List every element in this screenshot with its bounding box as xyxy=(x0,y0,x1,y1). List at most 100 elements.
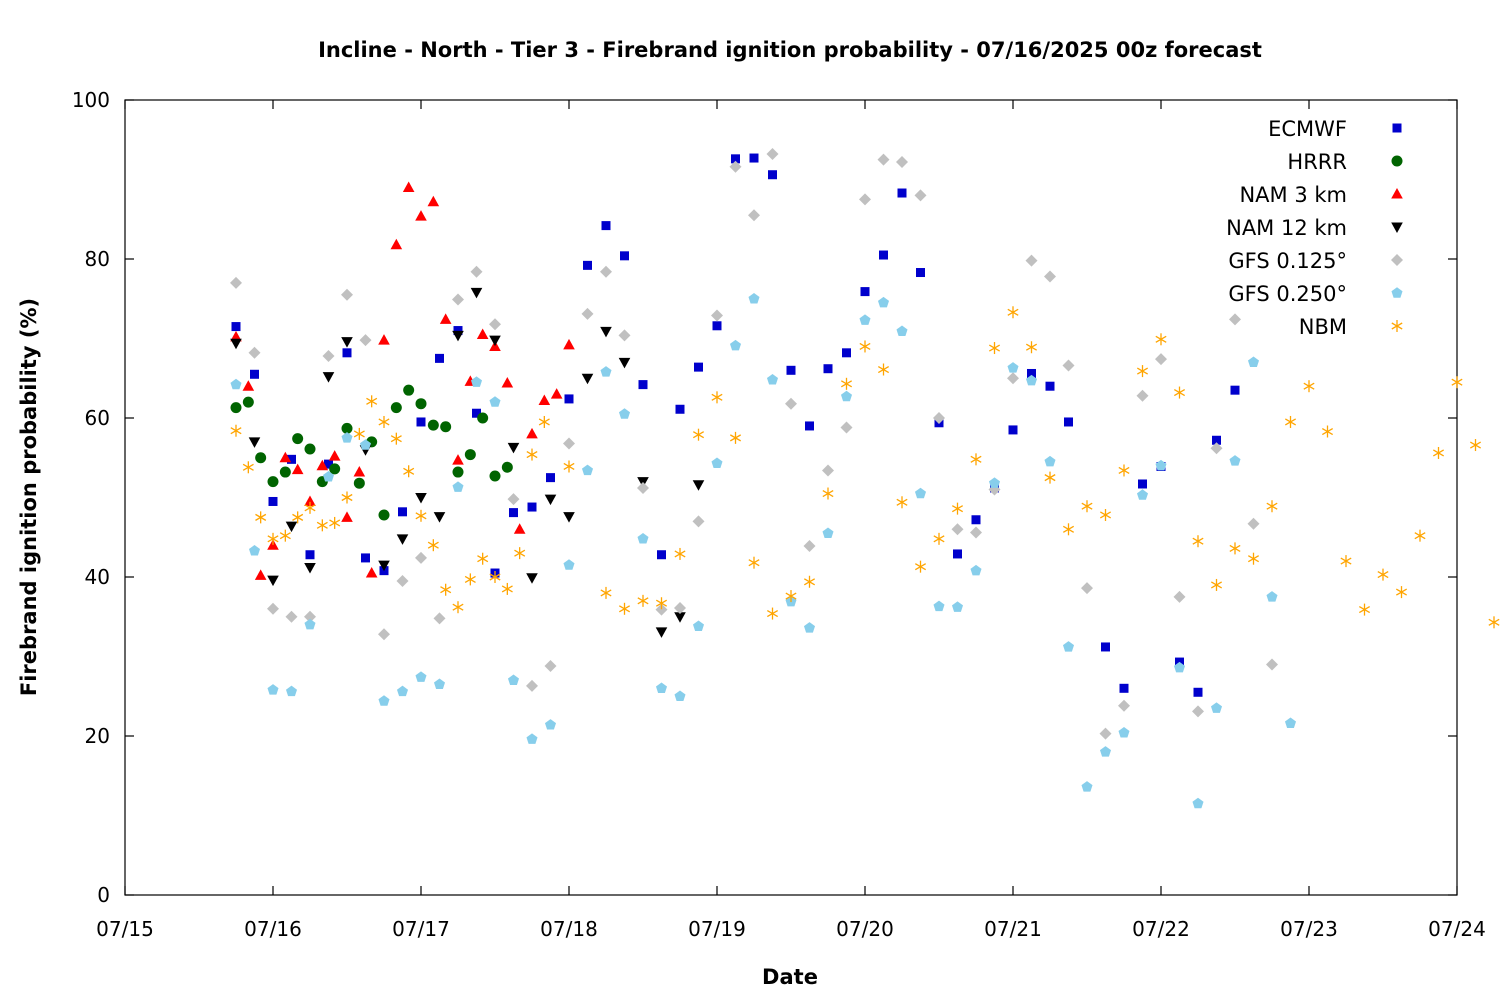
data-point xyxy=(427,539,439,552)
data-point xyxy=(1173,590,1186,603)
data-point xyxy=(970,453,982,466)
data-point xyxy=(1027,368,1036,378)
data-point xyxy=(546,473,555,483)
data-point xyxy=(877,153,890,166)
data-point xyxy=(1395,586,1408,599)
data-point xyxy=(415,398,427,410)
legend-label: GFS 0.250° xyxy=(1228,282,1347,306)
data-point xyxy=(951,601,964,612)
data-point xyxy=(1007,306,1019,319)
legend-label: ECMWF xyxy=(1268,117,1347,141)
data-point xyxy=(507,442,520,454)
data-point xyxy=(470,265,483,278)
data-point xyxy=(477,552,489,565)
data-point xyxy=(766,148,779,161)
data-point xyxy=(550,388,563,399)
data-point xyxy=(655,682,668,693)
data-point xyxy=(1155,459,1167,471)
data-point xyxy=(396,534,409,545)
data-point xyxy=(433,512,446,523)
data-point xyxy=(242,461,254,474)
data-point xyxy=(477,412,489,424)
data-point xyxy=(538,394,551,406)
data-point xyxy=(1081,781,1093,792)
data-point xyxy=(859,340,871,353)
data-point xyxy=(1321,425,1334,438)
data-point xyxy=(618,408,631,419)
data-point xyxy=(304,562,316,574)
data-point xyxy=(692,428,705,441)
data-point xyxy=(637,481,649,494)
data-point xyxy=(860,287,870,297)
data-point xyxy=(433,612,446,625)
data-point xyxy=(1007,372,1019,385)
data-point xyxy=(526,427,538,439)
data-point xyxy=(248,346,261,359)
data-point xyxy=(361,553,370,563)
data-point xyxy=(1007,362,1019,373)
data-point xyxy=(563,512,575,523)
data-point xyxy=(268,496,278,506)
data-point xyxy=(1469,439,1482,452)
data-point xyxy=(526,448,538,461)
data-point xyxy=(452,481,464,492)
x-tick-label: 07/17 xyxy=(392,917,450,941)
data-point xyxy=(1230,385,1240,395)
data-point xyxy=(953,549,962,559)
data-point xyxy=(267,602,279,615)
data-point xyxy=(694,362,703,372)
x-tick-label: 07/16 xyxy=(244,917,302,941)
data-point xyxy=(1138,479,1147,489)
data-point xyxy=(879,250,888,260)
data-point xyxy=(1247,356,1260,368)
data-point xyxy=(600,265,612,278)
data-point xyxy=(637,594,649,607)
data-point xyxy=(1025,374,1038,386)
data-point xyxy=(402,181,415,192)
data-point xyxy=(896,156,908,169)
data-point xyxy=(840,390,853,402)
data-point xyxy=(1432,446,1445,459)
data-point xyxy=(464,449,476,461)
data-point xyxy=(933,600,945,612)
data-point xyxy=(324,459,333,469)
data-point xyxy=(1303,380,1315,393)
x-tick-label: 07/19 xyxy=(688,917,746,941)
data-point xyxy=(304,495,316,506)
data-point xyxy=(914,487,927,499)
data-point xyxy=(1008,425,1018,435)
data-point xyxy=(1136,389,1149,402)
x-axis-label: Date xyxy=(762,965,818,989)
data-point xyxy=(439,313,452,324)
plot-frame xyxy=(124,99,1458,896)
data-point xyxy=(692,515,705,528)
data-point xyxy=(316,519,328,532)
chart-title: Incline - North - Tier 3 - Firebrand ign… xyxy=(318,38,1262,62)
data-point xyxy=(563,559,575,570)
legend-label: NAM 3 km xyxy=(1239,183,1347,207)
y-axis-label: Firebrand ignition probability (%) xyxy=(17,298,41,696)
data-point xyxy=(342,348,352,358)
data-point xyxy=(1266,591,1278,602)
data-point xyxy=(822,487,834,500)
data-point xyxy=(341,337,353,348)
data-point xyxy=(803,575,816,588)
data-point xyxy=(638,380,648,390)
data-point xyxy=(292,433,304,445)
data-point xyxy=(1136,365,1149,378)
data-point xyxy=(1118,699,1130,712)
data-point xyxy=(242,380,255,391)
series-hrrr xyxy=(230,384,513,521)
data-point xyxy=(359,334,372,347)
data-point xyxy=(1025,341,1038,354)
data-point xyxy=(501,582,513,595)
data-point xyxy=(896,496,908,509)
data-point xyxy=(859,193,871,206)
data-point xyxy=(1193,687,1203,697)
data-point xyxy=(805,421,814,431)
data-point xyxy=(489,571,501,583)
data-point xyxy=(513,523,526,534)
data-point xyxy=(526,733,538,744)
data-point xyxy=(378,560,390,572)
